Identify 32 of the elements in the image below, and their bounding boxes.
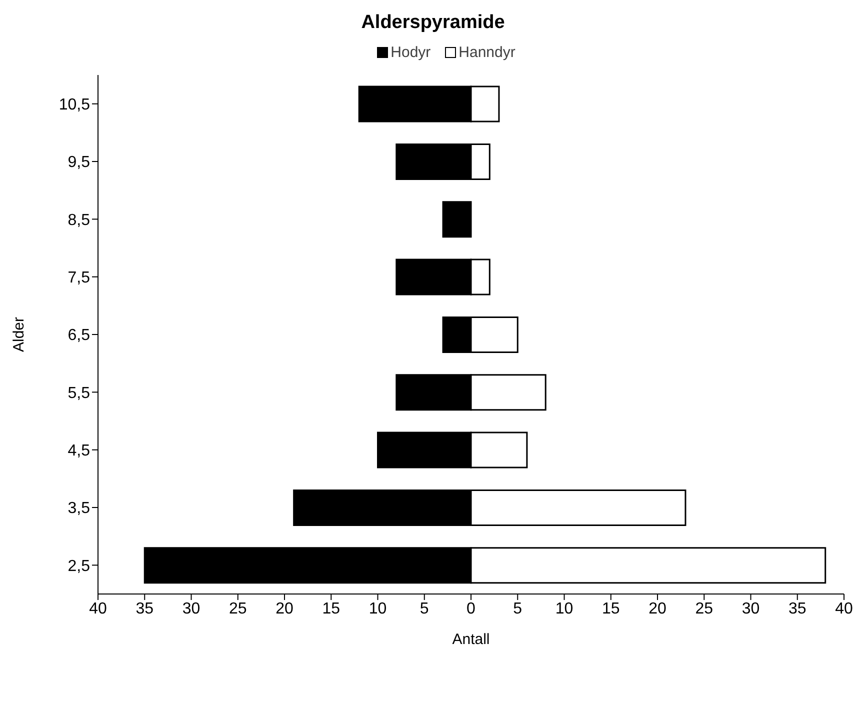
y-tick-label: 5,5 (68, 384, 90, 402)
x-tick-label: 10 (368, 600, 387, 618)
legend-label: Hodyr (390, 44, 431, 61)
y-tick-label: 7,5 (68, 270, 90, 287)
x-axis-title: Antall (452, 631, 490, 648)
y-tick-label: 4,5 (68, 442, 90, 460)
x-tick-label: 40 (89, 600, 107, 618)
y-tick-label: 6,5 (68, 327, 90, 344)
x-tick-label: 30 (182, 600, 200, 618)
x-tick-label: 40 (835, 600, 853, 618)
x-tick-label: 30 (742, 600, 760, 618)
y-axis-title: Alder (10, 316, 28, 352)
x-tick-label: 5 (420, 600, 429, 618)
bar (442, 201, 472, 238)
x-tick-label: 35 (788, 600, 806, 618)
y-tick-label: 8,5 (68, 212, 90, 229)
x-tick-label: 25 (228, 600, 247, 618)
x-tick-label: 35 (136, 600, 154, 618)
x-tick-label: 10 (555, 600, 574, 618)
x-tick-label: 15 (322, 600, 340, 618)
y-tick-label: 10,5 (58, 96, 90, 114)
y-tick-label: 9,5 (68, 154, 90, 172)
chart-title: Alderspyramide (360, 12, 506, 34)
y-tick-label: 3,5 (68, 500, 90, 518)
x-tick-label: 20 (648, 600, 666, 618)
x-tick-label: 15 (602, 600, 620, 618)
x-tick-label: 25 (695, 600, 714, 618)
x-tick-label: 5 (513, 600, 522, 618)
x-tick-label: 0 (466, 600, 476, 618)
x-tick-label: 20 (276, 600, 294, 618)
y-tick-label: 2,5 (68, 558, 90, 575)
legend-label: Hanndyr (458, 44, 516, 61)
